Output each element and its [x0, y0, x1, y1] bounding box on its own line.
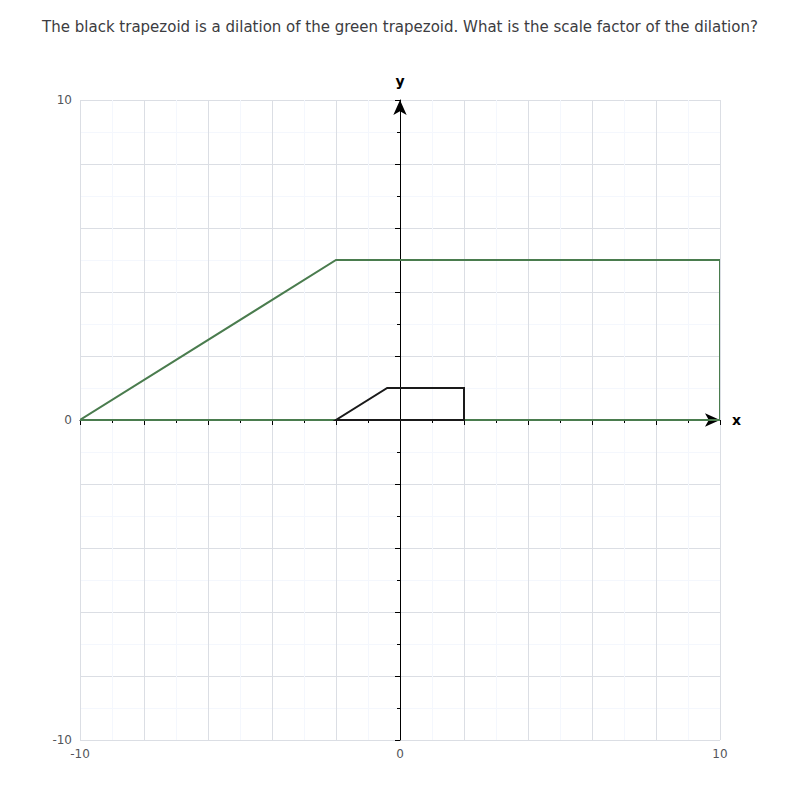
svg-text:-10: -10	[52, 733, 72, 747]
svg-text:0: 0	[64, 413, 72, 427]
svg-text:x: x	[732, 412, 741, 428]
svg-text:-10: -10	[70, 747, 90, 761]
svg-text:10: 10	[712, 747, 727, 761]
svg-text:y: y	[395, 73, 404, 89]
svg-text:10: 10	[57, 93, 72, 107]
svg-text:The black trapezoid is a dilat: The black trapezoid is a dilation of the…	[41, 18, 758, 36]
svg-text:0: 0	[396, 747, 404, 761]
